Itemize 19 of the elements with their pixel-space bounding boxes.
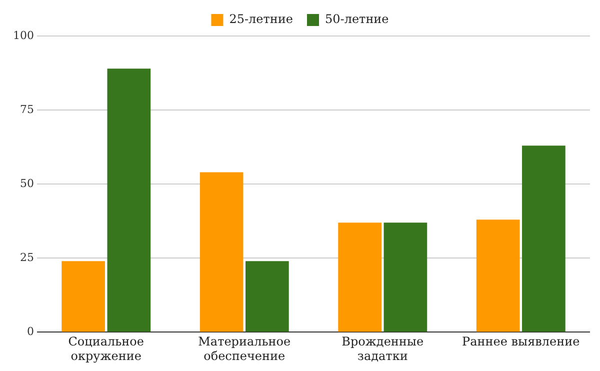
legend-label: 25-летние (229, 12, 294, 26)
y-tick-label: 25 (20, 251, 34, 264)
bar (384, 222, 428, 332)
legend-label: 50-летние (325, 12, 389, 26)
bar (107, 68, 151, 332)
y-tick-label: 100 (12, 28, 34, 42)
bar (62, 261, 105, 332)
bar (338, 222, 382, 332)
bar (246, 261, 289, 332)
x-tick-label: Социальное окружение (68, 334, 144, 363)
bar (200, 172, 244, 332)
x-tick-label: Материальное обеспечение (198, 334, 291, 363)
x-tick-label: Врожденные задатки (342, 334, 424, 363)
y-tick-label: 50 (20, 176, 34, 190)
x-tick-label: Раннее выявление (462, 334, 580, 349)
y-tick-label: 75 (20, 102, 34, 116)
bar (522, 146, 566, 332)
y-tick-label: 0 (26, 325, 34, 338)
bar (476, 220, 520, 332)
